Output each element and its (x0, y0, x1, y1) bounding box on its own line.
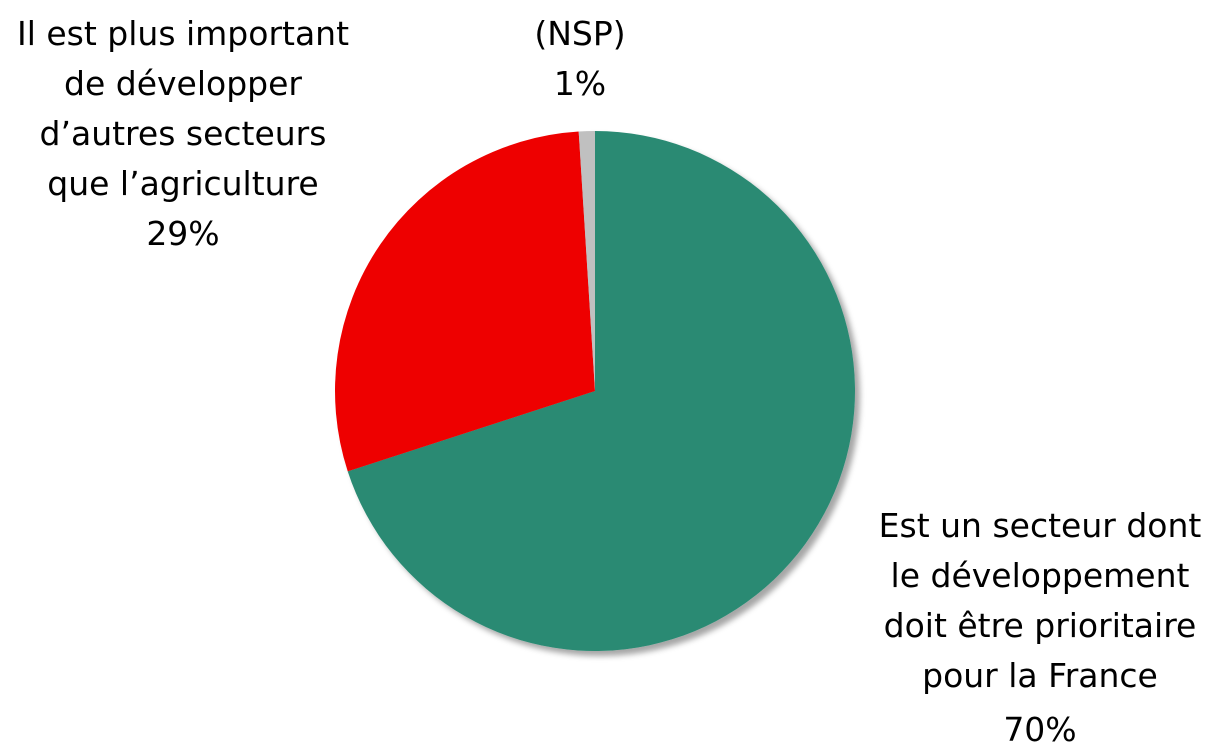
value-label: 29% (146, 214, 219, 253)
pie-slice (347, 131, 855, 651)
pie-slice (335, 131, 595, 472)
pie (335, 131, 855, 651)
value-label: 70% (1003, 710, 1076, 745)
slice-label: Est un secteur dont le développement doit … (879, 506, 1202, 695)
pie-slice (578, 131, 595, 391)
slice-label: (NSP) (534, 14, 625, 53)
slice-label: Il est plus important de développer d’autr… (17, 14, 349, 203)
value-label: 1% (554, 64, 606, 103)
